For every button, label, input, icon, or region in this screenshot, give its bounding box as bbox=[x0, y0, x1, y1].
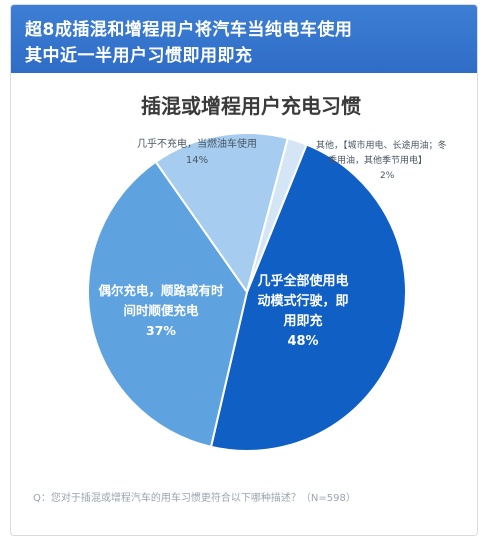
slice-2-label: 间时顺便充电 bbox=[123, 303, 199, 318]
slice-1-label: 几乎全部使用电 bbox=[257, 273, 348, 289]
pie-slice-4 bbox=[246, 137, 308, 293]
slice-2-label: 偶尔充电，顺路或有时 bbox=[98, 283, 224, 298]
slice-1-label: 用即充 bbox=[282, 313, 322, 329]
slice-1-value-label: 48% bbox=[287, 334, 318, 349]
header-line-1: 超8成插混和增程用户将汽车当纯电车使用 bbox=[25, 20, 353, 40]
pie-slice-2 bbox=[87, 160, 249, 449]
slice-4-value-label: 2% bbox=[380, 171, 395, 181]
pie-slice-3 bbox=[154, 132, 290, 295]
header-banner: 超8成插混和增程用户将汽车当纯电车使用 其中近一半用户习惯即用即充 bbox=[11, 5, 477, 73]
slice-3-label: 几乎不充电，当燃油车使用 bbox=[137, 137, 257, 150]
pie-slice-1 bbox=[209, 143, 407, 452]
slice-4-label: 季用油，其他季节用电】 bbox=[328, 154, 427, 166]
header-line-2: 其中近一半用户习惯即用即充 bbox=[25, 46, 253, 66]
slice-3-value-label: 14% bbox=[186, 155, 208, 166]
slice-4-label: 其他，【城市用电、长途用油；冬 bbox=[316, 139, 447, 151]
survey-footnote: Q：您对于插混或增程汽车的用车习惯更符合以下哪种描述？（N=598） bbox=[33, 493, 356, 504]
chart-title: 插混或增程用户充电习惯 bbox=[141, 94, 361, 118]
slice-1-label: 动模式行驶，即 bbox=[257, 293, 348, 309]
chart-card: 超8成插混和增程用户将汽车当纯电车使用 其中近一半用户习惯即用即充 插混或增程用… bbox=[10, 4, 478, 536]
slice-2-value-label: 37% bbox=[146, 323, 176, 338]
pie-slices bbox=[87, 132, 407, 452]
